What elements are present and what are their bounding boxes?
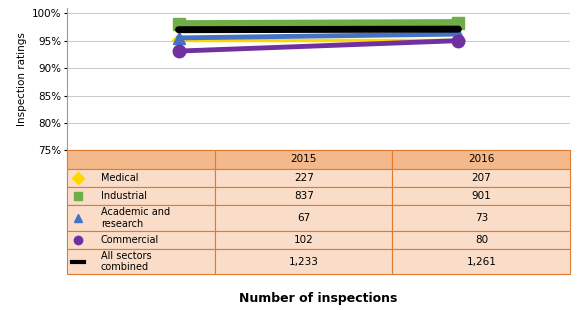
Text: 2016: 2016 xyxy=(468,154,494,165)
FancyBboxPatch shape xyxy=(67,205,215,231)
FancyBboxPatch shape xyxy=(215,231,393,249)
FancyBboxPatch shape xyxy=(393,187,570,205)
Text: 901: 901 xyxy=(471,191,492,201)
FancyBboxPatch shape xyxy=(67,231,215,249)
Text: 227: 227 xyxy=(294,173,314,183)
FancyBboxPatch shape xyxy=(215,169,393,187)
FancyBboxPatch shape xyxy=(393,231,570,249)
Text: 207: 207 xyxy=(471,173,492,183)
FancyBboxPatch shape xyxy=(67,150,215,169)
Text: 2015: 2015 xyxy=(291,154,317,165)
Text: 1,261: 1,261 xyxy=(467,257,496,267)
Text: All sectors
combined: All sectors combined xyxy=(101,251,152,272)
FancyBboxPatch shape xyxy=(393,249,570,274)
Text: 73: 73 xyxy=(475,213,488,223)
FancyBboxPatch shape xyxy=(67,169,215,187)
FancyBboxPatch shape xyxy=(67,249,215,274)
Text: 80: 80 xyxy=(475,235,488,245)
FancyBboxPatch shape xyxy=(393,205,570,231)
FancyBboxPatch shape xyxy=(215,150,393,169)
Text: 837: 837 xyxy=(294,191,314,201)
Text: 67: 67 xyxy=(297,213,310,223)
Text: Industrial: Industrial xyxy=(101,191,147,201)
Y-axis label: Inspection ratings: Inspection ratings xyxy=(17,32,27,126)
Text: 1,233: 1,233 xyxy=(289,257,319,267)
Text: Academic and
research: Academic and research xyxy=(101,207,170,228)
FancyBboxPatch shape xyxy=(215,249,393,274)
FancyBboxPatch shape xyxy=(67,187,215,205)
FancyBboxPatch shape xyxy=(215,205,393,231)
FancyBboxPatch shape xyxy=(215,187,393,205)
Text: Medical: Medical xyxy=(101,173,138,183)
Text: 102: 102 xyxy=(294,235,314,245)
Text: Commercial: Commercial xyxy=(101,235,159,245)
FancyBboxPatch shape xyxy=(393,169,570,187)
FancyBboxPatch shape xyxy=(393,150,570,169)
Text: Number of inspections: Number of inspections xyxy=(239,292,398,305)
